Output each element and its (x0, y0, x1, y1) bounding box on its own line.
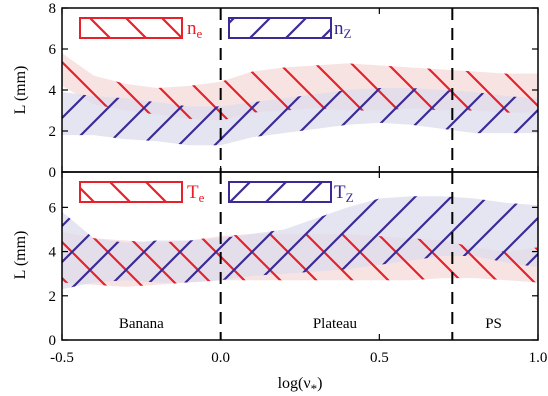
top-legend-sub-n_Z: Z (344, 26, 352, 41)
bottom-legend-label-T_Z: TZ (334, 182, 354, 205)
top-ytick-label-2: 4 (49, 83, 57, 99)
bottom-ytick-label-3: 6 (49, 200, 57, 216)
x-tick-label-2: 0.5 (370, 350, 389, 366)
bottom-legend-symbol-T_Z: T (334, 182, 346, 203)
top-legend-symbol-n_Z: n (334, 18, 344, 39)
top-ytick-label-4: 8 (49, 1, 57, 17)
top-hatch-n_Z (62, 88, 538, 146)
region-label-banana: Banana (119, 316, 164, 332)
region-label-plateau: Plateau (313, 316, 358, 332)
x-tick-label-0: -0.5 (50, 350, 74, 366)
top-legend-symbol-n_e: n (187, 18, 197, 39)
region-label-ps: PS (485, 316, 502, 332)
top-plot-area (62, 53, 538, 146)
top-legend-sub-n_e: e (197, 26, 203, 41)
bottom-legend-label-T_e: Te (187, 182, 205, 205)
x-tick-label-3: 1.0 (529, 350, 548, 366)
top-legend-swatch-n_Z (228, 17, 332, 39)
x-axis-label-sub: * (311, 381, 318, 396)
top-legend-label-n_Z: nZ (334, 18, 352, 41)
top-legend-swatch-n_e (79, 17, 183, 39)
bottom-legend-swatch-T_e (79, 181, 183, 203)
top-ytick-label-0: 0 (49, 165, 57, 181)
top-legend-label-n_e: ne (187, 18, 203, 41)
top-ytick-label-3: 6 (49, 42, 57, 58)
bottom-y-axis-label: L (mm) (12, 231, 29, 280)
bottom-ytick-label-0: 0 (49, 333, 57, 349)
x-axis-label-close: ) (317, 375, 322, 392)
bottom-hatch-T_Z (62, 196, 538, 290)
bottom-legend-sub-T_Z: Z (346, 190, 354, 205)
bottom-plot-area (62, 196, 538, 290)
x-tick-label-1: 0.0 (211, 350, 230, 366)
bottom-legend-swatch-T_Z (228, 181, 332, 203)
top-y-axis-label: L (mm) (12, 66, 29, 115)
bottom-ytick-label-1: 2 (49, 289, 57, 305)
bottom-frame (61, 171, 539, 341)
x-axis-label: log(ν*) (278, 375, 323, 396)
top-ytick-label-1: 2 (49, 124, 57, 140)
bottom-legend-sub-T_e: e (199, 190, 205, 205)
bottom-ytick-label-2: 4 (49, 245, 57, 261)
bottom-legend-symbol-T_e: T (187, 182, 199, 203)
x-axis-label-base: log(ν (278, 375, 311, 392)
